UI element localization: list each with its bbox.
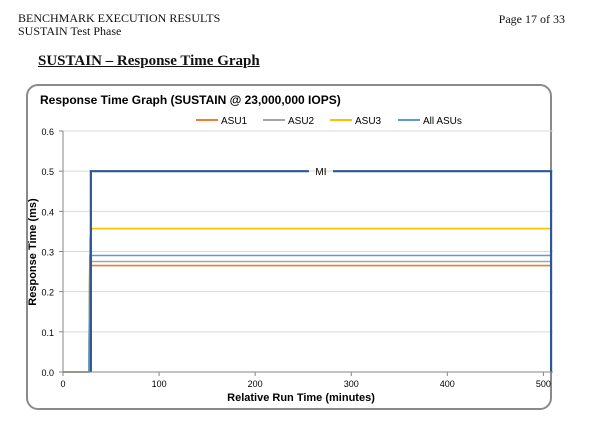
x-tick-label: 0 <box>60 379 65 389</box>
legend-label: All ASUs <box>423 116 462 127</box>
y-tick-label: 0.4 <box>41 207 54 217</box>
y-tick-label: 0.2 <box>41 288 54 298</box>
header-phase: SUSTAIN Test Phase <box>18 24 122 38</box>
series-line-all-asus <box>63 254 552 373</box>
header-title: BENCHMARK EXECUTION RESULTS <box>18 11 221 25</box>
series-line-asu3 <box>63 227 552 373</box>
y-axis-label: Response Time (ms) <box>27 198 39 306</box>
y-tick-label: 0.0 <box>41 368 54 378</box>
series-line-asu1 <box>63 261 552 373</box>
x-tick-label: 100 <box>152 379 167 389</box>
y-tick-label: 0.3 <box>41 248 54 258</box>
mi-label: MI <box>315 167 326 178</box>
series-line-asu2 <box>63 257 552 373</box>
legend-label: ASU1 <box>221 116 248 127</box>
legend-label: ASU3 <box>355 116 382 127</box>
y-tick-label: 0.6 <box>41 127 54 137</box>
axes: 0.0 0.1 0.2 0.3 0.4 0.5 0.6 0 100 200 300 400 500 <box>41 127 553 389</box>
report-header: BENCHMARK EXECUTION RESULTS SUSTAIN Test… <box>18 12 220 38</box>
x-tick-label: 400 <box>440 379 455 389</box>
x-axis-label: Relative Run Time (minutes) <box>227 392 375 404</box>
y-tick-label: 0.5 <box>41 167 54 177</box>
x-tick-label: 300 <box>344 379 359 389</box>
page-number: Page 17 of 33 <box>498 12 565 26</box>
legend: ASU1 ASU2 ASU3 All ASUs <box>196 116 462 127</box>
mi-bracket-right <box>332 170 553 372</box>
x-tick-label: 200 <box>248 379 263 389</box>
x-tick-label: 500 <box>536 379 551 389</box>
mi-layer: MI <box>89 167 553 372</box>
y-tick-label: 0.1 <box>41 328 54 338</box>
chart-title: Response Time Graph (SUSTAIN @ 23,000,00… <box>40 93 341 107</box>
mi-bracket-left <box>89 170 309 372</box>
grid <box>63 130 553 333</box>
series-layer <box>63 227 552 373</box>
legend-label: ASU2 <box>288 116 315 127</box>
section-title: SUSTAIN – Response Time Graph <box>38 53 260 69</box>
